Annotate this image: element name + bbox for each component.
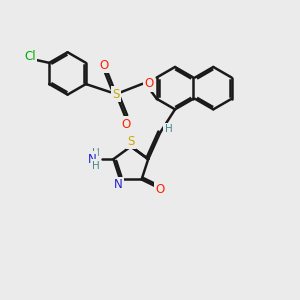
Text: O: O: [122, 118, 131, 131]
Text: H: H: [92, 160, 100, 171]
Text: O: O: [99, 59, 108, 72]
Text: O: O: [155, 183, 165, 196]
Text: H: H: [92, 148, 100, 158]
Text: H: H: [165, 124, 172, 134]
Text: N: N: [114, 178, 123, 191]
Text: N: N: [88, 153, 96, 166]
Text: O: O: [145, 77, 154, 90]
Text: Cl: Cl: [24, 50, 36, 64]
Text: S: S: [112, 88, 120, 100]
Text: S: S: [127, 135, 134, 148]
